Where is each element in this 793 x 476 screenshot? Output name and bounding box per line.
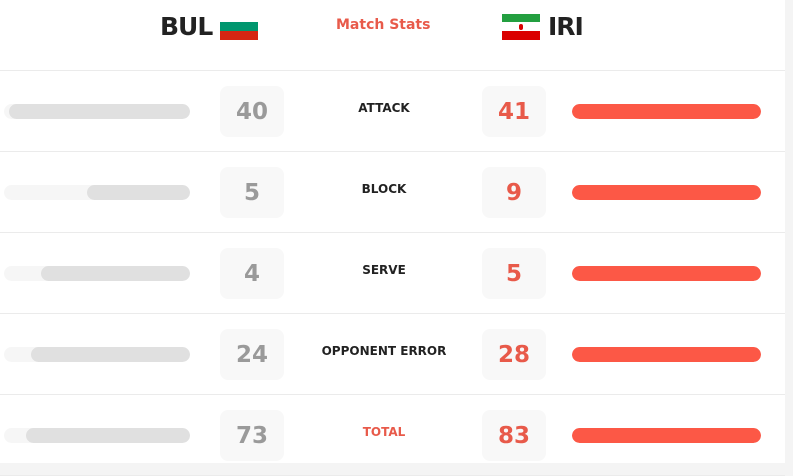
home-stat-bar [4, 104, 190, 119]
away-bar-fill [572, 266, 761, 281]
stat-label: OPPONENT ERROR [321, 344, 447, 358]
away-stat-bar [572, 104, 761, 119]
home-bar-fill [86, 185, 190, 200]
home-bar-fill [26, 428, 190, 443]
away-stat-value: 41 [482, 86, 546, 137]
stat-label: BLOCK [361, 182, 407, 196]
home-stat-value: 4 [220, 248, 284, 299]
stat-row: 4 SERVE 5 [0, 233, 785, 314]
home-bar-fill [30, 347, 190, 362]
match-stats-title: Match Stats [336, 17, 431, 33]
away-stat-value: 28 [482, 329, 546, 380]
match-stats-panel: BUL Match Stats IRI 40 ATTACK 41 5 BLOCK… [0, 0, 785, 463]
stat-label: TOTAL [362, 425, 406, 439]
away-team-code: IRI [548, 12, 584, 41]
away-bar-fill [572, 185, 761, 200]
home-stat-value: 5 [220, 167, 284, 218]
away-stat-bar [572, 347, 761, 362]
away-bar-fill [572, 428, 761, 443]
away-stat-value: 9 [482, 167, 546, 218]
away-stat-bar [572, 266, 761, 281]
stat-label: SERVE [362, 263, 406, 277]
stat-row: 40 ATTACK 41 [0, 71, 785, 152]
away-stat-value: 5 [482, 248, 546, 299]
home-stat-value: 24 [220, 329, 284, 380]
stat-row: 5 BLOCK 9 [0, 152, 785, 233]
stat-row: 24 OPPONENT ERROR 28 [0, 314, 785, 395]
home-stat-bar [4, 347, 190, 362]
away-stat-value: 83 [482, 410, 546, 461]
away-stat-bar [572, 185, 761, 200]
home-stat-value: 73 [220, 410, 284, 461]
away-bar-fill [572, 104, 761, 119]
iran-flag-icon [502, 13, 540, 40]
home-stat-bar [4, 266, 190, 281]
bulgaria-flag-icon [220, 13, 259, 40]
home-stat-value: 40 [220, 86, 284, 137]
home-bar-fill [41, 266, 190, 281]
away-stat-bar [572, 428, 761, 443]
home-bar-fill [8, 104, 190, 119]
away-team: IRI [502, 12, 584, 41]
away-bar-fill [572, 347, 761, 362]
home-team: BUL [160, 12, 259, 41]
home-stat-bar [4, 428, 190, 443]
home-team-code: BUL [160, 12, 213, 41]
stats-header: BUL Match Stats IRI [0, 0, 785, 71]
stat-row: 73 TOTAL 83 [0, 395, 785, 476]
stat-label: ATTACK [358, 101, 410, 115]
home-stat-bar [4, 185, 190, 200]
